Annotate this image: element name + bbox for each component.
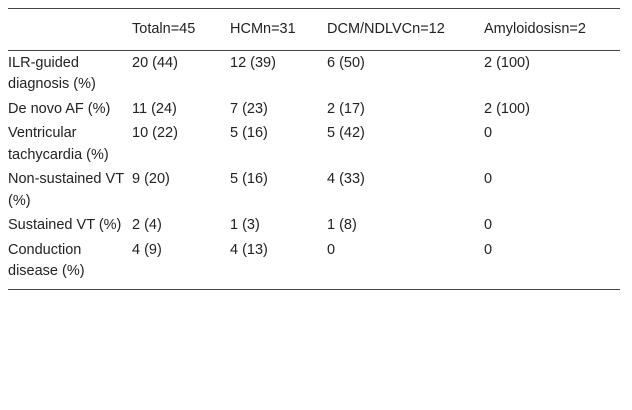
row-label: De novo AF (%) xyxy=(8,100,111,117)
results-table: Totaln=45 HCMn=31 DCM/NDLVCn=12 Amyloido… xyxy=(8,8,620,290)
table-row: Non-sustained VT (%) 9 (20) 5 (16) 4 (33… xyxy=(8,167,620,213)
row-label: Ventricular tachycardia (%) xyxy=(8,125,109,163)
table-row: Sustained VT (%) 2 (4) 1 (3) 1 (8) 0 xyxy=(8,213,620,238)
cell-dcm-ndlvc: 1 (8) xyxy=(327,217,357,233)
cell-dcm-ndlvc: 5 (42) xyxy=(327,125,365,141)
cell-dcm-ndlvc: 6 (50) xyxy=(327,54,365,71)
cell-hcm: 5 (16) xyxy=(230,125,268,141)
table-row: Ventricular tachycardia (%) 10 (22) 5 (1… xyxy=(8,121,620,167)
cell-amyloidosis: 2 (100) xyxy=(484,100,530,117)
row-label: ILR-guided diagnosis (%) xyxy=(8,54,96,93)
cell-hcm: 4 (13) xyxy=(230,241,268,258)
row-label: Conduction disease (%) xyxy=(8,241,85,280)
cell-amyloidosis: 0 xyxy=(484,241,493,258)
cell-total: 20 (44) xyxy=(132,54,178,71)
cell-total: 2 (4) xyxy=(132,217,162,233)
table-body: ILR-guided diagnosis (%) 20 (44) 12 (39)… xyxy=(8,50,620,289)
cell-amyloidosis: 2 (100) xyxy=(484,54,530,71)
table-row: ILR-guided diagnosis (%) 20 (44) 12 (39)… xyxy=(8,50,620,97)
header-row: Totaln=45 HCMn=31 DCM/NDLVCn=12 Amyloido… xyxy=(8,8,620,51)
header-amyloidosis: Amyloidosisn=2 xyxy=(484,21,586,37)
cell-amyloidosis: 0 xyxy=(484,125,493,141)
header-hcm: HCMn=31 xyxy=(230,21,296,37)
table-header: Totaln=45 HCMn=31 DCM/NDLVCn=12 Amyloido… xyxy=(8,8,620,51)
row-label: Sustained VT (%) xyxy=(8,217,122,233)
cell-dcm-ndlvc: 0 xyxy=(327,241,336,258)
results-table-container: Totaln=45 HCMn=31 DCM/NDLVCn=12 Amyloido… xyxy=(8,8,620,290)
row-label: Non-sustained VT (%) xyxy=(8,171,124,209)
header-dcm-ndlvc: DCM/NDLVCn=12 xyxy=(327,21,445,37)
cell-amyloidosis: 0 xyxy=(484,217,493,233)
cell-total: 4 (9) xyxy=(132,241,162,258)
cell-total: 11 (24) xyxy=(132,100,177,117)
table-row: Conduction disease (%) 4 (9) 4 (13) 0 0 xyxy=(8,238,620,289)
cell-hcm: 12 (39) xyxy=(230,54,276,71)
cell-total: 10 (22) xyxy=(132,125,178,141)
cell-dcm-ndlvc: 2 (17) xyxy=(327,100,365,117)
cell-hcm: 7 (23) xyxy=(230,100,268,117)
cell-hcm: 5 (16) xyxy=(230,171,268,187)
header-empty xyxy=(8,9,132,51)
cell-dcm-ndlvc: 4 (33) xyxy=(327,171,365,187)
cell-amyloidosis: 0 xyxy=(484,171,493,187)
table-row: De novo AF (%) 11 (24) 7 (23) 2 (17) 2 (… xyxy=(8,97,620,122)
header-total: Totaln=45 xyxy=(132,21,196,37)
cell-hcm: 1 (3) xyxy=(230,217,260,233)
cell-total: 9 (20) xyxy=(132,171,170,187)
